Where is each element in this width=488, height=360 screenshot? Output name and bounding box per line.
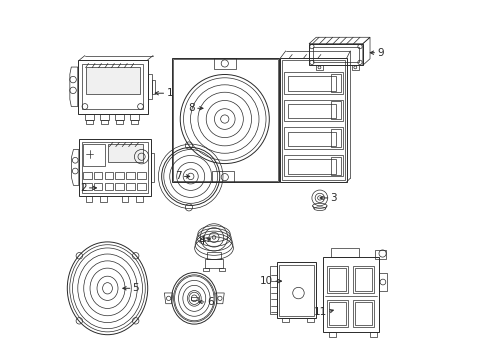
Bar [100, 196, 106, 202]
Bar [116, 120, 122, 125]
Text: 4: 4 [198, 236, 204, 246]
Text: 5: 5 [132, 283, 139, 293]
Bar [203, 268, 208, 271]
Bar [351, 65, 358, 69]
Bar [354, 302, 371, 325]
Bar [328, 302, 346, 325]
Bar [115, 114, 124, 120]
Text: 10: 10 [260, 276, 273, 286]
Bar [352, 300, 373, 327]
Bar [137, 172, 145, 179]
Text: 3: 3 [330, 193, 337, 203]
Bar [206, 252, 221, 259]
Bar [378, 273, 386, 291]
Bar [280, 58, 346, 182]
Bar [136, 196, 142, 202]
Bar [375, 250, 386, 259]
Bar [85, 114, 94, 120]
Bar [85, 67, 140, 94]
Bar [82, 64, 143, 109]
Bar [287, 76, 335, 91]
Text: 11: 11 [313, 307, 326, 317]
Bar [330, 157, 341, 175]
Bar [330, 129, 341, 147]
Bar [83, 144, 104, 166]
Bar [107, 144, 143, 162]
Bar [219, 268, 224, 271]
Bar [284, 155, 343, 176]
Bar [79, 139, 150, 196]
Bar [104, 183, 113, 190]
Bar [287, 132, 335, 146]
Bar [212, 171, 233, 182]
Bar [122, 196, 128, 202]
Bar [86, 196, 92, 202]
Bar [312, 46, 359, 62]
Text: 1: 1 [166, 88, 173, 98]
Bar [328, 268, 346, 291]
Bar [131, 120, 138, 125]
Bar [126, 183, 135, 190]
Bar [171, 58, 279, 182]
Bar [78, 60, 147, 114]
Bar [276, 262, 316, 318]
Bar [190, 297, 198, 300]
Bar [172, 59, 278, 181]
Text: 6: 6 [206, 297, 213, 307]
Bar [83, 172, 92, 179]
Bar [369, 332, 376, 337]
Bar [94, 172, 102, 179]
Bar [330, 74, 341, 92]
Bar [152, 80, 155, 94]
Bar [147, 74, 152, 99]
Bar [278, 265, 313, 316]
Bar [81, 141, 147, 193]
Text: 7: 7 [175, 171, 182, 181]
Text: 8: 8 [188, 103, 195, 113]
Bar [308, 44, 362, 65]
Bar [306, 318, 313, 321]
Text: 9: 9 [376, 48, 383, 58]
Bar [83, 183, 92, 190]
Bar [326, 300, 347, 327]
Bar [287, 159, 335, 174]
Bar [323, 257, 378, 332]
Bar [270, 266, 276, 315]
Bar [104, 172, 113, 179]
Bar [316, 65, 322, 69]
Bar [204, 259, 223, 268]
Bar [214, 58, 235, 69]
Bar [284, 100, 343, 121]
Bar [115, 172, 124, 179]
Bar [354, 268, 371, 291]
Text: 2: 2 [80, 183, 86, 193]
Bar [282, 318, 288, 321]
Bar [115, 183, 124, 190]
Bar [352, 266, 373, 293]
Bar [126, 172, 135, 179]
Bar [284, 127, 343, 149]
Bar [94, 183, 102, 190]
Bar [330, 248, 359, 257]
Bar [150, 153, 154, 182]
Bar [330, 102, 341, 120]
Bar [137, 183, 145, 190]
Bar [328, 332, 335, 337]
Bar [100, 114, 109, 120]
Bar [86, 120, 93, 125]
Bar [101, 120, 108, 125]
Bar [282, 60, 344, 180]
Bar [284, 72, 343, 94]
Bar [326, 266, 347, 293]
Bar [130, 114, 139, 120]
Bar [287, 104, 335, 118]
